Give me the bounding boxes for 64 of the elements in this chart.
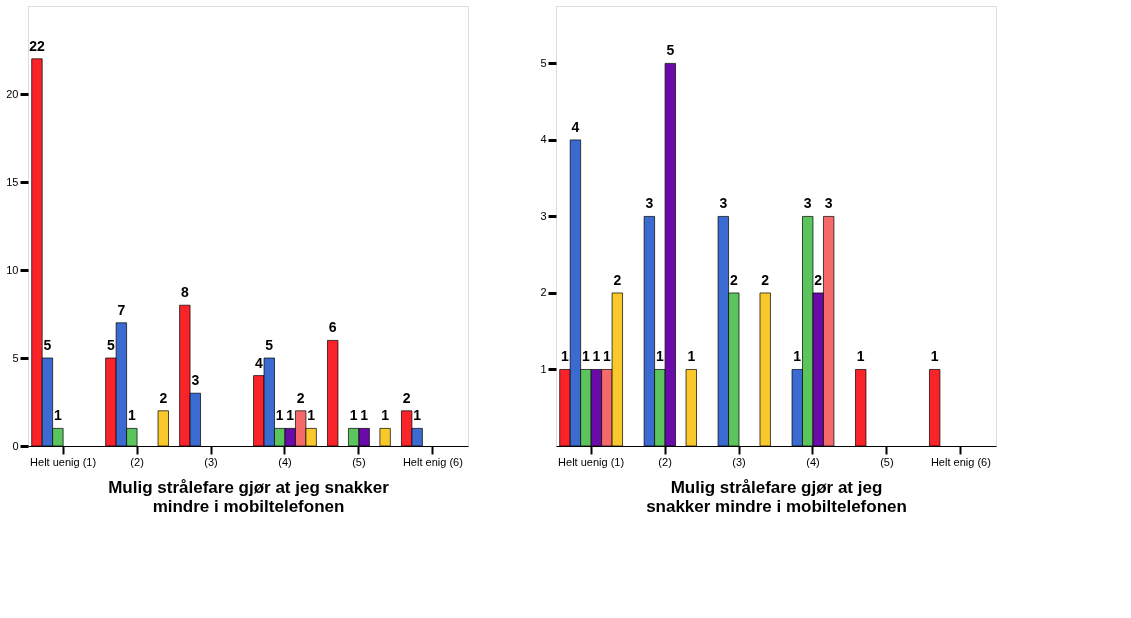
y-tick-label: 5: [540, 56, 547, 69]
data-label: 1: [856, 348, 865, 365]
data-label: 1: [930, 348, 939, 365]
data-label: 6: [328, 319, 337, 336]
y-tick-label: 4: [540, 133, 547, 146]
data-label: 2: [613, 271, 622, 288]
x-tick-label: (2): [130, 455, 144, 468]
data-label: 1: [655, 348, 664, 365]
data-label: 22: [29, 37, 45, 54]
data-label: 8: [180, 284, 189, 301]
data-label: 2: [402, 389, 411, 406]
y-tick-label: 3: [540, 209, 547, 222]
data-label: 5: [106, 337, 115, 353]
data-label: 5: [666, 42, 675, 59]
data-label: 2: [159, 389, 168, 406]
x-tick-label: Helt enig (6): [402, 455, 463, 468]
data-label: 4: [254, 354, 263, 371]
x-tick-label: Helt uenig (1): [558, 455, 625, 468]
y-tick-label: 20: [6, 87, 19, 100]
data-label: 2: [814, 271, 823, 288]
x-tick-label: (5): [880, 455, 894, 468]
data-label: 7: [117, 301, 126, 318]
data-label: 2: [296, 389, 305, 406]
data-label: 1: [360, 407, 369, 424]
data-label: 5: [43, 337, 52, 353]
data-label: 3: [803, 195, 812, 212]
data-label: 5: [265, 337, 274, 353]
data-label: 3: [191, 372, 200, 389]
y-tick-label: 0: [12, 439, 19, 452]
data-label: 1: [413, 407, 422, 424]
y-tick-label: 15: [6, 175, 19, 188]
y-tick-label: 5: [12, 351, 19, 364]
data-label: 1: [381, 407, 390, 424]
data-label: 2: [761, 271, 770, 288]
data-label: 4: [571, 118, 580, 135]
data-label: 1: [349, 407, 358, 424]
x-tick-label: (2): [658, 455, 672, 468]
data-label: 1: [687, 348, 696, 365]
data-label: 3: [645, 195, 654, 212]
data-label: 1: [602, 348, 611, 365]
y-tick-label: 2: [540, 286, 547, 299]
x-tick-label: (5): [352, 455, 366, 468]
x-tick-label: Helt uenig (1): [30, 455, 97, 468]
x-tick-label: (3): [732, 455, 746, 468]
data-label: 3: [719, 195, 728, 212]
data-label: 1: [275, 407, 284, 424]
y-tick-label: 10: [6, 263, 19, 276]
data-label: 1: [286, 407, 295, 424]
data-label: 1: [307, 407, 316, 424]
data-label: 1: [53, 407, 62, 424]
data-label: 2: [729, 271, 738, 288]
x-tick-label: (4): [806, 455, 820, 468]
x-axis-title: Mulig strålefare gjør at jeg snakker mindre i mobiltelefonen: [108, 477, 390, 516]
x-tick-label: Helt enig (6): [930, 455, 991, 468]
data-label: 3: [824, 195, 833, 212]
data-label: 1: [592, 348, 601, 365]
data-label: 1: [581, 348, 590, 365]
x-axis-title: Mulig strålefare gjør at jeg snakker mindre i mobiltelefonen: [646, 477, 907, 516]
data-label: 1: [561, 348, 570, 365]
x-tick-label: (3): [204, 455, 218, 468]
data-label: 1: [793, 348, 802, 365]
x-tick-label: (4): [278, 455, 292, 468]
data-label: 1: [127, 407, 136, 424]
y-tick-label: 1: [540, 362, 547, 375]
